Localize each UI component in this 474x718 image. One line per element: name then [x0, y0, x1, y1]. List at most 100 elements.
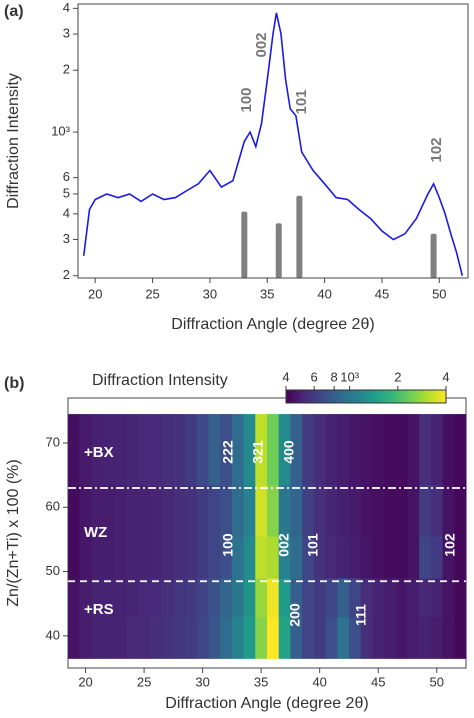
x-tick-label: 35	[260, 286, 274, 301]
heatmap-cell	[138, 616, 151, 659]
heatmap-cell	[430, 536, 444, 579]
colorbar-tick-label: 2	[394, 369, 401, 384]
region-label: +BX	[84, 444, 114, 461]
heatmap-cell	[419, 484, 432, 537]
heatmap-cell	[337, 616, 350, 659]
heatmap-cell	[231, 484, 245, 537]
colorbar-label: Diffraction Intensity	[92, 372, 228, 389]
heatmap-cell	[149, 616, 163, 659]
heatmap-cell	[255, 536, 268, 579]
colorbar-tick-label: 8	[331, 369, 338, 384]
heatmap-cell	[430, 484, 444, 537]
intensity-line	[82, 12, 464, 276]
heatmap-cell	[278, 616, 291, 659]
panel-label: (a)	[4, 3, 24, 20]
y-tick-label: 3	[63, 25, 70, 40]
heatmap-cell	[161, 616, 174, 659]
peak-label: 100	[238, 87, 255, 112]
x-tick-label: 20	[88, 286, 102, 301]
x-tick-label: 25	[145, 286, 159, 301]
heatmap-cell	[360, 484, 373, 537]
heatmap-cell	[114, 616, 128, 659]
heatmap-cell	[68, 536, 81, 579]
peak-label: 400	[281, 440, 297, 464]
heatmap-cell	[337, 414, 350, 486]
y-tick-label: 2	[63, 62, 70, 77]
heatmap-cell	[138, 536, 151, 579]
x-tick-label: 50	[430, 674, 444, 689]
heatmap-cell	[220, 578, 233, 618]
heatmap-cell	[255, 616, 268, 659]
heatmap-cell	[79, 616, 92, 659]
heatmap-cell	[103, 536, 116, 579]
heatmap-cell	[302, 414, 315, 486]
heatmap-cell	[442, 578, 455, 618]
heatmap-cell	[220, 616, 233, 659]
x-tick-label: 40	[317, 286, 331, 301]
heatmap-cell	[220, 414, 233, 486]
heatmap-cell	[395, 414, 408, 486]
heatmap-cell	[208, 484, 221, 537]
heatmap-cell	[430, 578, 444, 618]
heatmap-cell	[91, 616, 104, 659]
heatmap-cell	[430, 616, 444, 659]
heatmap-cell	[395, 484, 408, 537]
heatmap-cell	[407, 578, 420, 618]
heatmap-cell	[149, 484, 163, 537]
heatmap-cell	[325, 578, 338, 618]
reference-peak	[296, 195, 303, 278]
panel-label: (b)	[4, 375, 24, 392]
heatmap-cell	[231, 578, 245, 618]
heatmap-cell	[231, 414, 245, 486]
x-axis-label: Diffraction Angle (degree 2θ)	[165, 695, 368, 712]
heatmap-cell	[114, 536, 128, 579]
plot-frame	[77, 3, 469, 279]
heatmap-cell	[442, 616, 455, 659]
heatmap-cell	[114, 484, 128, 537]
heatmap-cell	[348, 536, 362, 579]
heatmap-cell	[185, 616, 198, 659]
heatmap-cell	[196, 414, 209, 486]
heatmap-cell	[442, 414, 455, 486]
heatmap-cell	[126, 536, 139, 579]
heatmap-cell	[103, 414, 116, 486]
heatmap-cell	[208, 536, 221, 579]
heatmap-cell	[290, 414, 303, 486]
heatmap-cell	[302, 578, 315, 618]
heatmap-cell	[290, 616, 303, 659]
heatmap-cell	[337, 536, 350, 579]
peak-label: 102	[442, 533, 458, 557]
heatmap-cell	[173, 578, 186, 618]
reference-peak	[275, 223, 282, 278]
heatmap-cell	[442, 484, 455, 537]
x-tick-label: 30	[195, 674, 209, 689]
heatmap-cell	[79, 484, 92, 537]
colorbar-tick-label: 4	[442, 369, 449, 384]
heatmap-cell	[348, 484, 362, 537]
heatmap-cell	[138, 414, 151, 486]
x-tick-label: 45	[371, 674, 385, 689]
y-tick-label: 60	[46, 499, 60, 514]
heatmap-cell	[220, 536, 233, 579]
heatmap-cell	[196, 536, 209, 579]
y-tick-label: 10³	[51, 124, 70, 139]
heatmap-cell	[161, 484, 174, 537]
heatmap-cell	[196, 484, 209, 537]
heatmap-cell	[407, 536, 420, 579]
heatmap-cell	[138, 484, 151, 537]
heatmap-cell	[384, 578, 397, 618]
heatmap-cell	[208, 578, 221, 618]
heatmap-cell	[196, 578, 209, 618]
heatmap-cell	[290, 578, 303, 618]
heatmap-cell	[267, 536, 280, 579]
heatmap-cell	[278, 484, 291, 537]
heatmap-cell	[114, 414, 128, 486]
heatmap-cell	[243, 616, 256, 659]
heatmap-cell	[267, 484, 280, 537]
heatmap-cell	[220, 484, 233, 537]
heatmap-cell	[384, 536, 397, 579]
heatmap-cell	[419, 536, 432, 579]
y-tick-label: 4	[63, 205, 70, 220]
heatmap-cell	[126, 484, 139, 537]
colorbar-tick-label: 6	[311, 369, 318, 384]
